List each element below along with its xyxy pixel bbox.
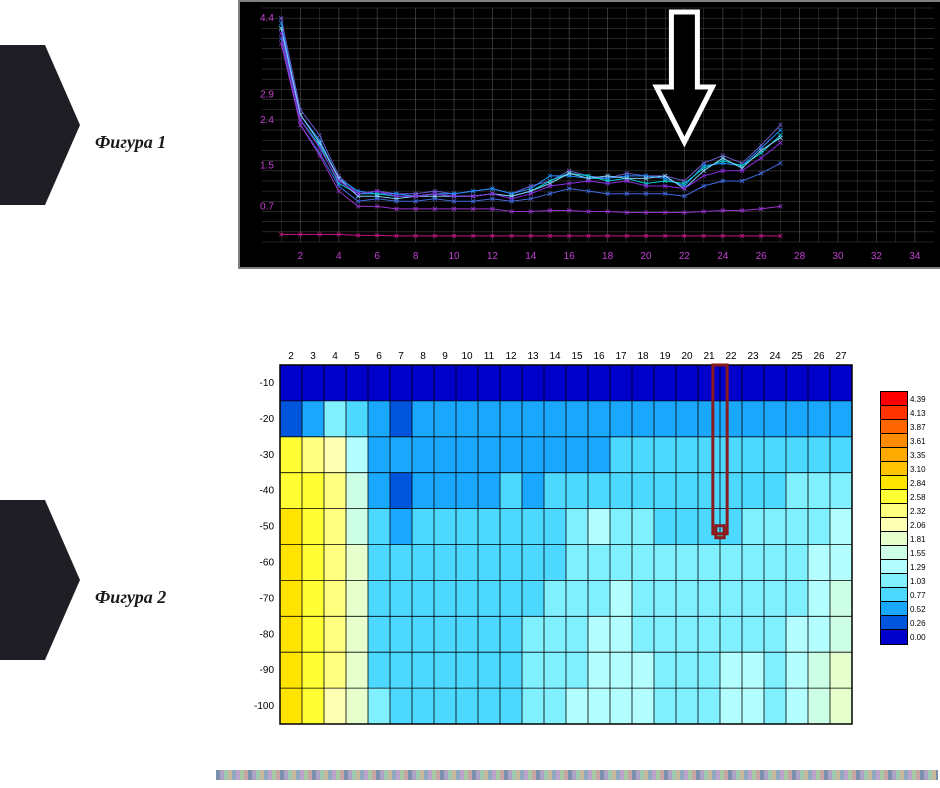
svg-text:3: 3 xyxy=(310,351,316,362)
svg-text:22: 22 xyxy=(679,251,691,262)
legend-row: 1.29 xyxy=(880,560,926,574)
decor-wedge-2 xyxy=(0,500,80,660)
legend-row: 3.10 xyxy=(880,462,926,476)
legend-row: 1.03 xyxy=(880,574,926,588)
svg-text:28: 28 xyxy=(794,251,806,262)
svg-text:27: 27 xyxy=(835,351,847,362)
noise-strip xyxy=(216,770,938,780)
svg-text:16: 16 xyxy=(564,251,576,262)
figure2-legend: 4.394.133.873.613.353.102.842.582.322.06… xyxy=(880,392,926,644)
svg-text:9: 9 xyxy=(442,351,448,362)
svg-text:6: 6 xyxy=(374,251,380,262)
legend-row: 0.00 xyxy=(880,630,926,644)
legend-row: 2.06 xyxy=(880,518,926,532)
svg-text:-90: -90 xyxy=(260,665,275,676)
svg-text:2.4: 2.4 xyxy=(260,115,274,126)
decor-wedge-1 xyxy=(0,45,80,205)
svg-text:25: 25 xyxy=(791,351,803,362)
svg-text:16: 16 xyxy=(593,351,605,362)
svg-text:-80: -80 xyxy=(260,629,275,640)
figure1-chart: 2468101214161820222426283032340.71.52.42… xyxy=(238,0,940,269)
svg-text:24: 24 xyxy=(717,251,729,262)
svg-text:23: 23 xyxy=(747,351,759,362)
svg-text:5: 5 xyxy=(354,351,360,362)
svg-text:1.5: 1.5 xyxy=(260,161,274,172)
arrow-indicator xyxy=(656,12,712,142)
svg-text:4: 4 xyxy=(332,351,338,362)
svg-text:18: 18 xyxy=(602,251,614,262)
svg-text:-40: -40 xyxy=(260,486,275,497)
svg-text:19: 19 xyxy=(659,351,671,362)
legend-row: 3.61 xyxy=(880,434,926,448)
legend-row: 0.52 xyxy=(880,602,926,616)
svg-text:-60: -60 xyxy=(260,557,275,568)
legend-row: 0.26 xyxy=(880,616,926,630)
figure1-caption: Фигура 1 xyxy=(95,132,166,153)
svg-text:15: 15 xyxy=(571,351,583,362)
legend-row: 1.81 xyxy=(880,532,926,546)
legend-row: 4.13 xyxy=(880,406,926,420)
legend-row: 1.55 xyxy=(880,546,926,560)
svg-text:14: 14 xyxy=(549,351,561,362)
svg-text:32: 32 xyxy=(871,251,883,262)
svg-text:0.7: 0.7 xyxy=(260,201,274,212)
svg-text:14: 14 xyxy=(525,251,537,262)
svg-text:2: 2 xyxy=(298,251,304,262)
svg-text:22: 22 xyxy=(725,351,737,362)
legend-row: 3.35 xyxy=(880,448,926,462)
svg-text:11: 11 xyxy=(484,351,495,362)
legend-row: 2.58 xyxy=(880,490,926,504)
svg-text:10: 10 xyxy=(448,251,460,262)
svg-text:26: 26 xyxy=(756,251,768,262)
svg-text:20: 20 xyxy=(681,351,693,362)
svg-text:34: 34 xyxy=(909,251,921,262)
svg-text:2.9: 2.9 xyxy=(260,89,274,100)
svg-text:30: 30 xyxy=(832,251,844,262)
svg-text:12: 12 xyxy=(487,251,499,262)
svg-text:7: 7 xyxy=(398,351,404,362)
svg-text:12: 12 xyxy=(505,351,517,362)
svg-text:20: 20 xyxy=(640,251,652,262)
svg-text:13: 13 xyxy=(527,351,539,362)
svg-text:-20: -20 xyxy=(260,414,275,425)
figure2-heatmap: 2345678910111213141516171819202122232425… xyxy=(238,345,858,730)
svg-text:2: 2 xyxy=(288,351,294,362)
figure2-caption: Фигура 2 xyxy=(95,587,166,608)
legend-row: 2.32 xyxy=(880,504,926,518)
legend-row: 2.84 xyxy=(880,476,926,490)
svg-text:-30: -30 xyxy=(260,450,275,461)
legend-row: 3.87 xyxy=(880,420,926,434)
svg-text:6: 6 xyxy=(376,351,382,362)
legend-row: 0.77 xyxy=(880,588,926,602)
svg-text:17: 17 xyxy=(615,351,627,362)
svg-text:-10: -10 xyxy=(260,378,275,389)
svg-text:-100: -100 xyxy=(254,701,274,712)
svg-text:21: 21 xyxy=(703,351,715,362)
svg-text:10: 10 xyxy=(461,351,473,362)
svg-text:8: 8 xyxy=(420,351,426,362)
svg-text:4.4: 4.4 xyxy=(260,13,274,24)
svg-text:4: 4 xyxy=(336,251,342,262)
svg-text:24: 24 xyxy=(769,351,781,362)
svg-text:26: 26 xyxy=(813,351,825,362)
legend-row: 4.39 xyxy=(880,392,926,406)
svg-text:8: 8 xyxy=(413,251,419,262)
svg-text:-50: -50 xyxy=(260,522,275,533)
svg-text:-70: -70 xyxy=(260,593,275,604)
svg-text:18: 18 xyxy=(637,351,649,362)
